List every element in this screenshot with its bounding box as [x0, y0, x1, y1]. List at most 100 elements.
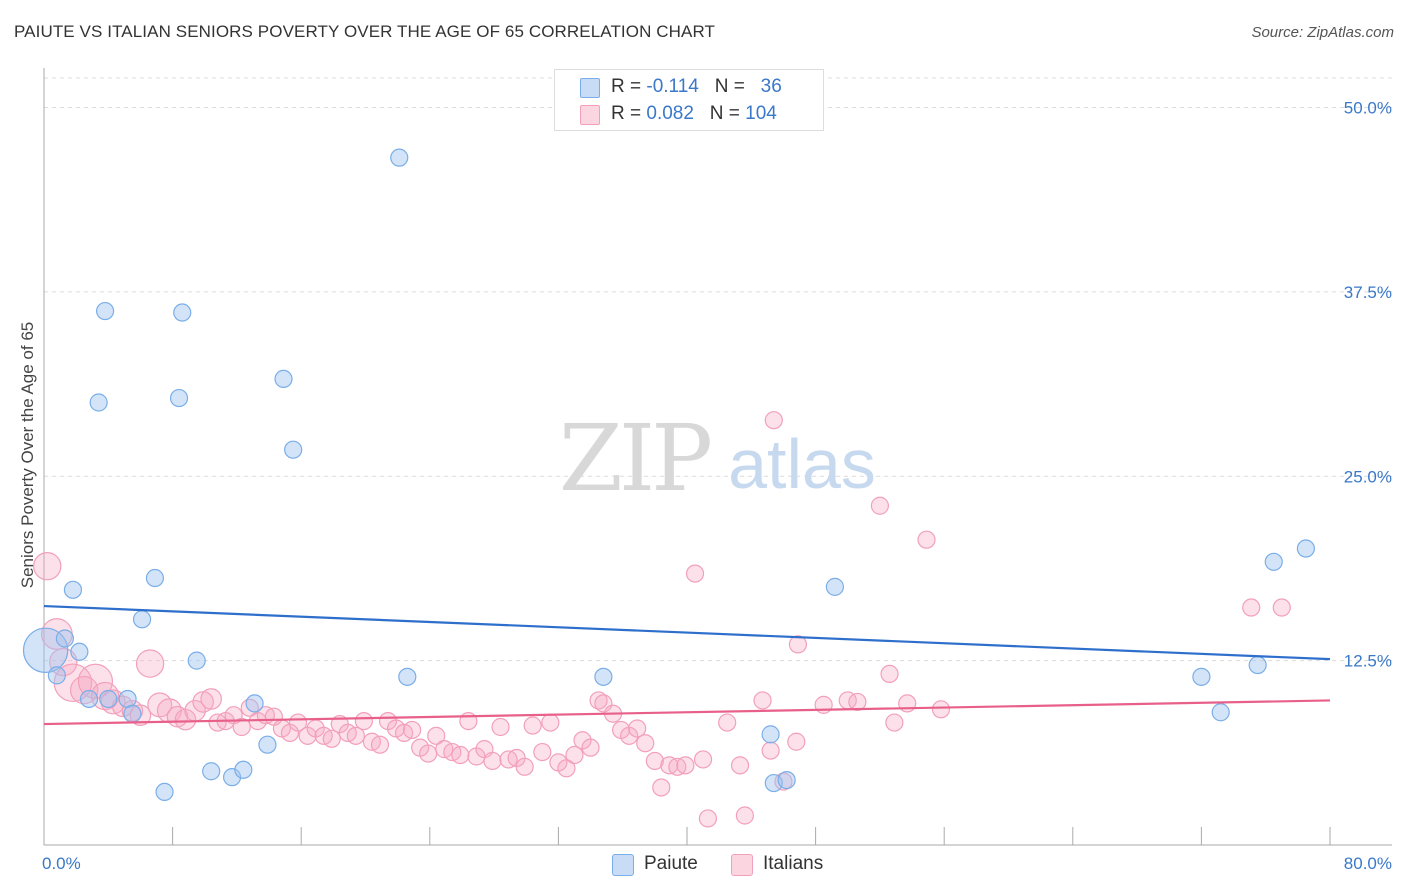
watermark-atlas: atlas [728, 425, 876, 503]
italians-point [880, 664, 899, 684]
bottom-legend-swatch-paiute [612, 854, 634, 876]
italians-point [1272, 598, 1291, 617]
italians-point [370, 735, 390, 754]
paiute-point [390, 148, 409, 167]
italians-point [491, 717, 510, 737]
watermark-zip: ZIP [559, 405, 710, 512]
paiute-point [222, 768, 242, 787]
paiute-point [99, 689, 118, 709]
y-axis-label: Seniors Poverty Over the Age of 65 [18, 321, 37, 589]
paiute-point [761, 725, 780, 744]
legend-r-value: 0.082 [646, 103, 694, 124]
legend-r-label: R = [611, 103, 647, 124]
italians-point [693, 750, 713, 769]
italians-point [515, 757, 534, 776]
italians-point [232, 717, 251, 737]
bottom-legend-label-italians: Italians [763, 853, 824, 874]
x-tick-label-max: 80.0% [1344, 854, 1392, 873]
paiute-point [169, 388, 189, 408]
legend-r-label: R = [611, 76, 647, 97]
y-tick-label: 37.5% [1344, 283, 1392, 302]
italians-point [533, 742, 552, 762]
bottom-legend-label-paiute: Paiute [644, 853, 698, 874]
legend-n-label: N = [714, 76, 751, 97]
gridlines [44, 77, 1392, 662]
correlation-legend: R = -0.114 N = 36 R = 0.082 N = 104 [554, 69, 824, 131]
italians-point [589, 691, 608, 710]
paiute-point [1192, 667, 1211, 686]
paiute-point [202, 762, 221, 781]
paiute-point [1248, 655, 1267, 675]
italians-point [354, 711, 373, 731]
italians-point [90, 681, 120, 711]
paiute-point [825, 577, 844, 596]
tick-labels: 12.5% 25.0% 37.5% 50.0% 0.0% 80.0% [42, 99, 1392, 874]
italians-point [753, 691, 772, 710]
legend-swatch-paiute [580, 78, 600, 98]
italians-point [135, 649, 165, 678]
italians-point [346, 726, 365, 745]
legend-swatch-italians [580, 105, 600, 125]
paiute-point [55, 629, 74, 648]
italians-point [685, 564, 705, 583]
italians-point [676, 756, 695, 775]
legend-n-label: N = [709, 103, 746, 124]
paiute-point [777, 770, 796, 790]
italians-point [636, 734, 655, 753]
chart-title: PAIUTE VS ITALIAN SENIORS POVERTY OVER T… [14, 22, 716, 41]
italians-point [645, 751, 664, 771]
source-label: Source: ZipAtlas.com [1251, 24, 1394, 41]
italians-point [1242, 598, 1261, 617]
italians-trend-line [43, 699, 1331, 726]
italians-point [541, 713, 560, 732]
italians-point [565, 745, 584, 765]
italians-point [730, 756, 750, 775]
italians-point [698, 809, 717, 828]
paiute-point [89, 393, 108, 412]
paiute-point [1296, 539, 1315, 558]
italians-point [848, 692, 867, 712]
paiute-point [95, 301, 115, 321]
paiute-point [594, 667, 613, 686]
legend-n-value: 104 [745, 103, 777, 124]
italians-point [557, 759, 576, 778]
paiute-point [187, 651, 206, 670]
italians-point [451, 745, 470, 765]
italians-point [761, 741, 780, 760]
legend-n-value: 36 [760, 76, 782, 97]
italians-point [192, 691, 214, 713]
paiute-point [173, 303, 192, 322]
axes [43, 68, 1392, 846]
italians-point [718, 713, 737, 732]
paiute-point [1211, 703, 1230, 722]
y-tick-label: 25.0% [1344, 467, 1392, 486]
italians-point [49, 647, 78, 677]
trend-lines [43, 604, 1331, 726]
italians-point [628, 719, 647, 738]
italians-point [787, 732, 806, 751]
italians-point [870, 496, 890, 515]
legend-r-value: -0.114 [646, 76, 699, 97]
paiute-point [155, 782, 174, 802]
italians-point [885, 713, 904, 732]
italians-point [735, 806, 754, 825]
italians-point [419, 744, 438, 763]
italians-point [581, 738, 600, 757]
italians-point [427, 726, 446, 745]
paiute-point [234, 760, 253, 779]
paiute-point [118, 689, 137, 709]
paiute-point [274, 369, 293, 388]
italians-point [483, 751, 502, 771]
italians-point [322, 729, 341, 748]
y-tick-label: 12.5% [1344, 652, 1392, 671]
paiute-point [79, 689, 99, 709]
paiute-point [245, 694, 264, 713]
paiute-point [63, 580, 83, 599]
paiute-point [145, 568, 165, 588]
paiute-point [398, 667, 417, 686]
italians-point [788, 635, 808, 654]
y-tick-label: 50.0% [1344, 99, 1392, 118]
italians-point [917, 530, 936, 549]
paiute-point [70, 642, 89, 661]
italians-point [523, 716, 542, 735]
